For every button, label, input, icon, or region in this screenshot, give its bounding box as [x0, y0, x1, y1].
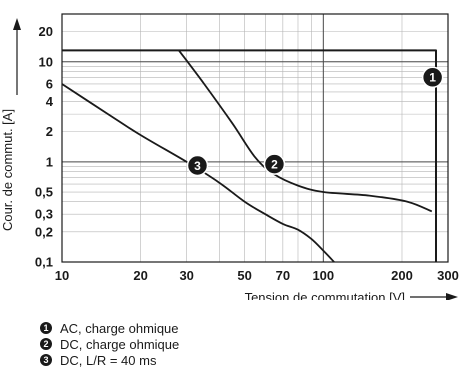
series-marker-1	[421, 66, 444, 89]
y-axis-arrow-head	[13, 18, 21, 30]
legend-label-2: DC, charge ohmique	[60, 336, 180, 352]
legend-item-3: 3 DC, L/R = 40 ms	[40, 352, 179, 368]
marker-layer: 1 2 3	[186, 66, 444, 177]
y-tick-label: 4	[46, 94, 54, 109]
x-tick-label: 30	[179, 268, 193, 283]
legend-marker-1: 1	[40, 322, 52, 334]
legend-label-3: DC, L/R = 40 ms	[60, 352, 157, 368]
y-tick-label: 10	[39, 54, 53, 69]
legend-marker-2: 2	[40, 338, 52, 350]
legend: 1 AC, charge ohmique 2 DC, charge ohmiqu…	[40, 320, 179, 368]
chart-figure: 1 2 3 10 20 30 50 70 100 200 300 0,1 0,2 0,3 0,5 1 2 4 6…	[0, 13, 459, 300]
y-tick-label: 20	[39, 24, 53, 39]
legend-marker-3: 3	[40, 354, 52, 366]
y-tick-label: 6	[46, 76, 53, 91]
y-tick-label: 0,3	[35, 207, 53, 222]
plot-frame	[61, 13, 449, 263]
y-tick-labels: 0,1 0,2 0,3 0,5 1 2 4 6 10 20	[35, 24, 54, 269]
x-tick-label: 200	[391, 268, 413, 283]
series-marker-2	[263, 153, 286, 175]
x-tick-label: 100	[312, 268, 334, 283]
legend-label-1: AC, charge ohmique	[60, 320, 179, 336]
x-axis-arrow-head	[446, 293, 458, 300]
series-marker-label-3: 3	[194, 159, 201, 173]
series-layer	[61, 49, 437, 263]
legend-item-1: 1 AC, charge ohmique	[40, 320, 179, 336]
series-line-2	[178, 49, 433, 213]
y-axis-label: Cour. de commut. [A]	[0, 109, 15, 231]
x-tick-label: 70	[276, 268, 290, 283]
y-tick-label: 2	[46, 124, 53, 139]
x-tick-label: 20	[133, 268, 147, 283]
y-tick-label: 0,2	[35, 224, 53, 239]
series-line-1	[62, 49, 437, 262]
y-tick-label: 1	[46, 154, 53, 169]
y-tick-label: 0,5	[35, 185, 53, 200]
x-tick-labels: 10 20 30 50 70 100 200 300	[55, 268, 459, 283]
series-line-3	[61, 83, 335, 263]
series-marker-label-2: 2	[271, 157, 278, 171]
x-tick-label: 50	[237, 268, 251, 283]
x-tick-label: 10	[55, 268, 69, 283]
series-marker-label-1: 1	[429, 71, 436, 85]
series-marker-3	[186, 154, 209, 177]
x-axis-label: Tension de commutation [V]	[245, 290, 405, 300]
legend-item-2: 2 DC, charge ohmique	[40, 336, 179, 352]
x-tick-label: 300	[437, 268, 459, 283]
y-tick-label: 0,1	[35, 255, 53, 270]
